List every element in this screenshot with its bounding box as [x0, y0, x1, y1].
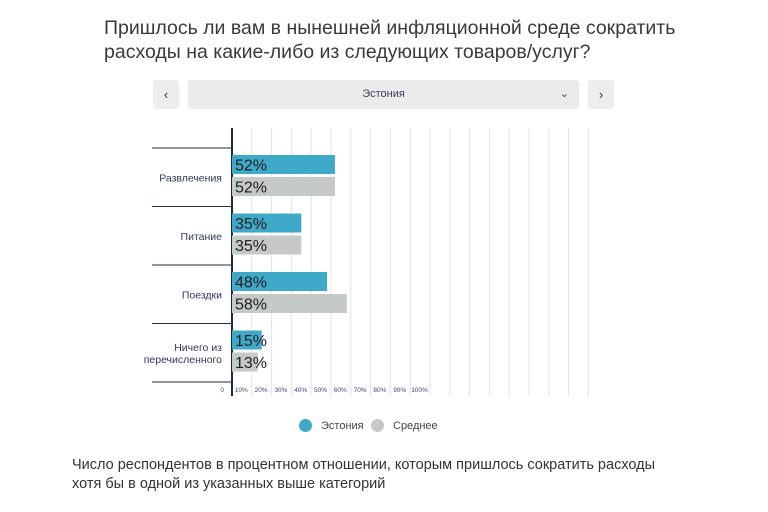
category-label: перечисленного [144, 354, 222, 366]
legend-label-average: Среднее [393, 419, 438, 432]
data-label: 52% [235, 158, 267, 175]
chart-legend: Эстония Среднее [0, 419, 768, 437]
x-tick-label: 40% [294, 387, 307, 394]
x-tick-label: 50% [314, 387, 327, 394]
category-label: Ничего из [174, 342, 222, 354]
legend-item-average[interactable]: Среднее [371, 419, 438, 432]
bar-estonia [232, 330, 262, 350]
bar-average [232, 352, 258, 372]
data-label: 52% [235, 180, 267, 197]
footnote-line-2: хотя бы в одной из указанных выше катего… [72, 476, 386, 492]
category-label: Поездки [182, 289, 222, 301]
x-tick-label: 30% [274, 387, 287, 394]
prev-country-button[interactable]: ‹ [153, 80, 179, 109]
data-label: 35% [235, 238, 267, 255]
legend-swatch-average [371, 419, 384, 432]
category-label: Развлечения [159, 172, 222, 184]
footnote-line-1: Число респондентов в процентном отношени… [72, 457, 656, 473]
data-label: 48% [235, 275, 267, 292]
x-tick-label: 80% [373, 387, 386, 394]
x-tick-label: 60% [334, 387, 347, 394]
country-select[interactable]: Эстония ⌄ [188, 80, 579, 109]
x-tick-label: 0 [220, 387, 224, 394]
chart-title: Пришлось ли вам в нынешней инфляционной … [104, 16, 724, 64]
bar-estonia [232, 155, 335, 174]
legend-swatch-estonia [299, 419, 312, 432]
chart-title-line-1: Пришлось ли вам в нынешней инфляционной … [104, 17, 676, 39]
bar-estonia [232, 213, 302, 233]
data-label: 15% [235, 333, 267, 350]
legend-label-estonia: Эстония [321, 419, 364, 432]
chevron-down-icon: ⌄ [559, 88, 569, 100]
x-tick-label: 20% [255, 387, 268, 394]
category-label: Питание [181, 231, 223, 243]
country-select-value: Эстония [362, 88, 405, 100]
chevron-left-icon: ‹ [163, 87, 169, 102]
bar-average [232, 294, 347, 313]
chart-footnote: Число респондентов в процентном отношени… [72, 456, 732, 494]
x-tick-label: 90% [393, 387, 406, 394]
data-label: 13% [235, 355, 267, 372]
data-label: 58% [235, 297, 267, 314]
bar-average [232, 235, 302, 255]
x-tick-label: 100% [411, 387, 428, 394]
next-country-button[interactable]: › [588, 80, 614, 109]
bar-estonia [232, 272, 328, 291]
chevron-right-icon: › [598, 87, 604, 102]
bar-average [232, 177, 335, 196]
x-tick-label: 10% [235, 387, 248, 394]
legend-item-estonia[interactable]: Эстония [299, 419, 364, 432]
chart-title-line-2: расходы на какие-либо из следующих товар… [104, 41, 591, 63]
x-tick-label: 70% [354, 387, 367, 394]
data-label: 35% [235, 216, 267, 233]
